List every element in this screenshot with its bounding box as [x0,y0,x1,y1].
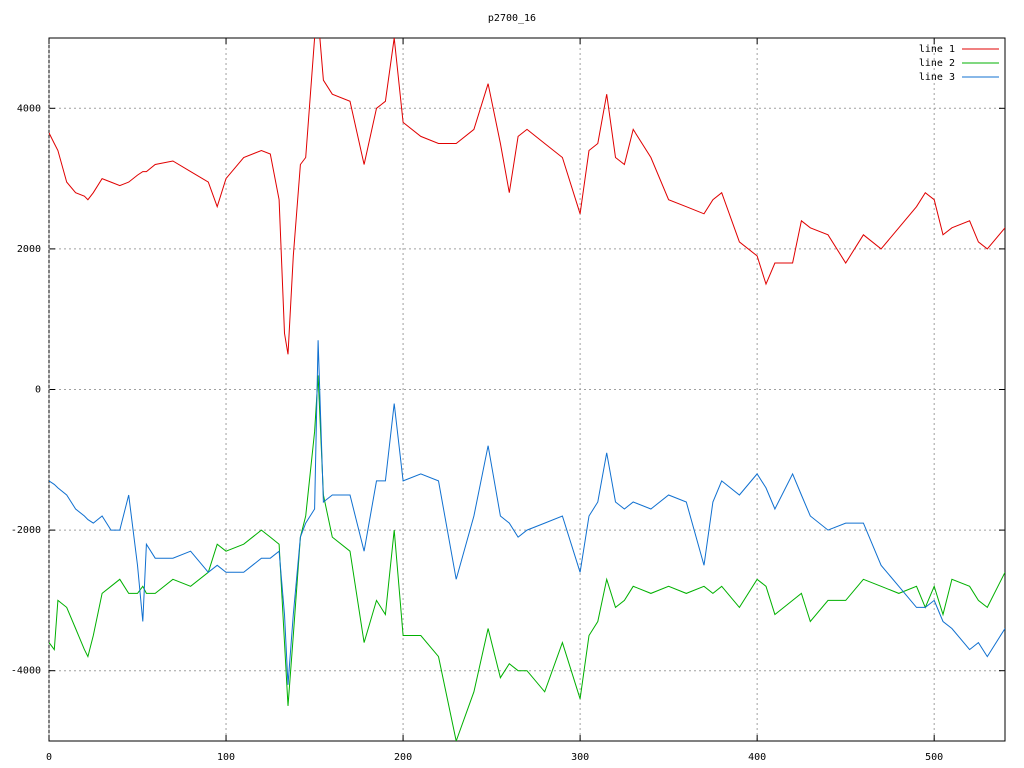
y-tick-label: -4000 [11,666,41,677]
y-tick-label: 2000 [17,244,41,255]
x-tick-label: 100 [217,752,235,763]
legend-label: line 1 [919,44,955,55]
data-line [49,340,1005,685]
legend-label: line 3 [919,72,955,83]
data-line [49,375,1005,741]
plot-border [48,37,1006,742]
chart-title: p2700_16 [488,13,536,24]
y-tick-label: -2000 [11,525,41,536]
x-tick-label: 500 [925,752,943,763]
x-tick-label: 200 [394,752,412,763]
x-tick-label: 400 [748,752,766,763]
y-tick-label: 0 [35,385,41,396]
y-tick-label: 4000 [17,103,41,114]
data-line [49,38,1005,355]
x-tick-label: 0 [46,752,52,763]
x-tick-label: 300 [571,752,589,763]
legend-label: line 2 [919,58,955,69]
